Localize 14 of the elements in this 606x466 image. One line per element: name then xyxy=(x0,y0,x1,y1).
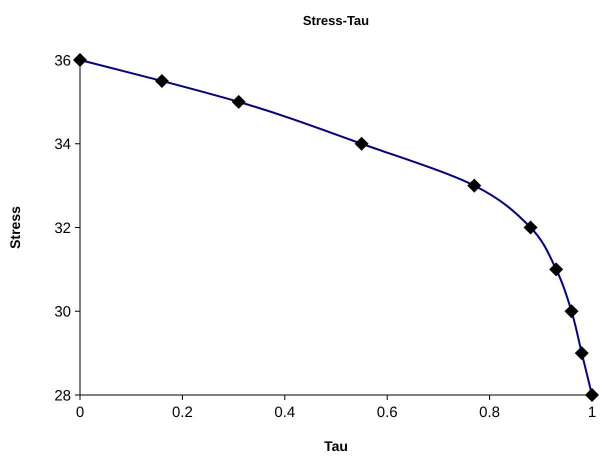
y-tick-label: 28 xyxy=(54,387,71,404)
x-tick-label: 0.8 xyxy=(479,404,500,421)
y-tick-label: 34 xyxy=(54,136,71,153)
y-tick-label: 32 xyxy=(54,220,71,237)
y-tick-label: 36 xyxy=(54,52,71,70)
x-axis-title: Tau xyxy=(324,438,348,454)
y-tick-label: 30 xyxy=(54,304,71,320)
x-tick-label: 1 xyxy=(588,404,596,421)
x-tick-label: 0 xyxy=(76,404,84,421)
x-tick-label: 0.6 xyxy=(376,404,398,421)
chart-title: Stress-Tau xyxy=(302,13,370,28)
y-axis-title: Stress xyxy=(7,206,23,249)
x-tick-label: 0.4 xyxy=(274,404,296,421)
x-tick-label: 0.2 xyxy=(172,404,193,421)
